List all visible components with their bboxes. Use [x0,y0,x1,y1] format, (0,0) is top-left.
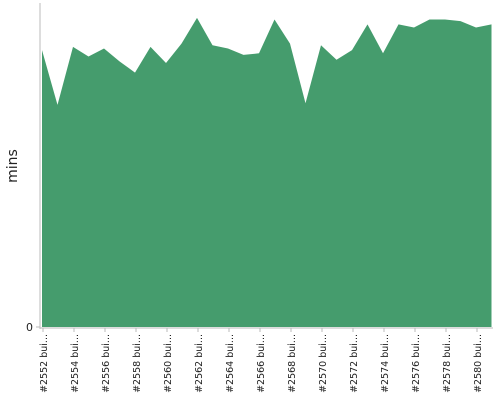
x-tick-label: #2570 bui... [318,334,329,393]
x-tick-label: #2566 bui... [256,334,267,393]
x-tick-label: #2556 bui... [101,334,112,393]
x-tick-label: #2572 bui... [349,334,360,393]
x-tick-label: #2576 bui... [411,334,422,393]
x-tick-label: #2564 bui... [225,334,236,393]
x-tick-label: #2580 bui... [473,334,484,393]
area [42,17,492,327]
x-tick-label: #2574 bui... [380,334,391,393]
x-tick-label: #2578 bui... [442,334,453,393]
x-tick-label: #2562 bui... [194,334,205,393]
x-tick-label: #2554 bui... [70,334,81,393]
x-tick-label: #2568 bui... [287,334,298,393]
x-tick-label: #2560 bui... [163,334,174,393]
y-tick-label: 0 [26,321,33,334]
y-axis-label: mins [5,149,21,183]
x-tick-label: #2552 bui... [39,334,50,393]
x-tick-label: #2558 bui... [132,334,143,393]
